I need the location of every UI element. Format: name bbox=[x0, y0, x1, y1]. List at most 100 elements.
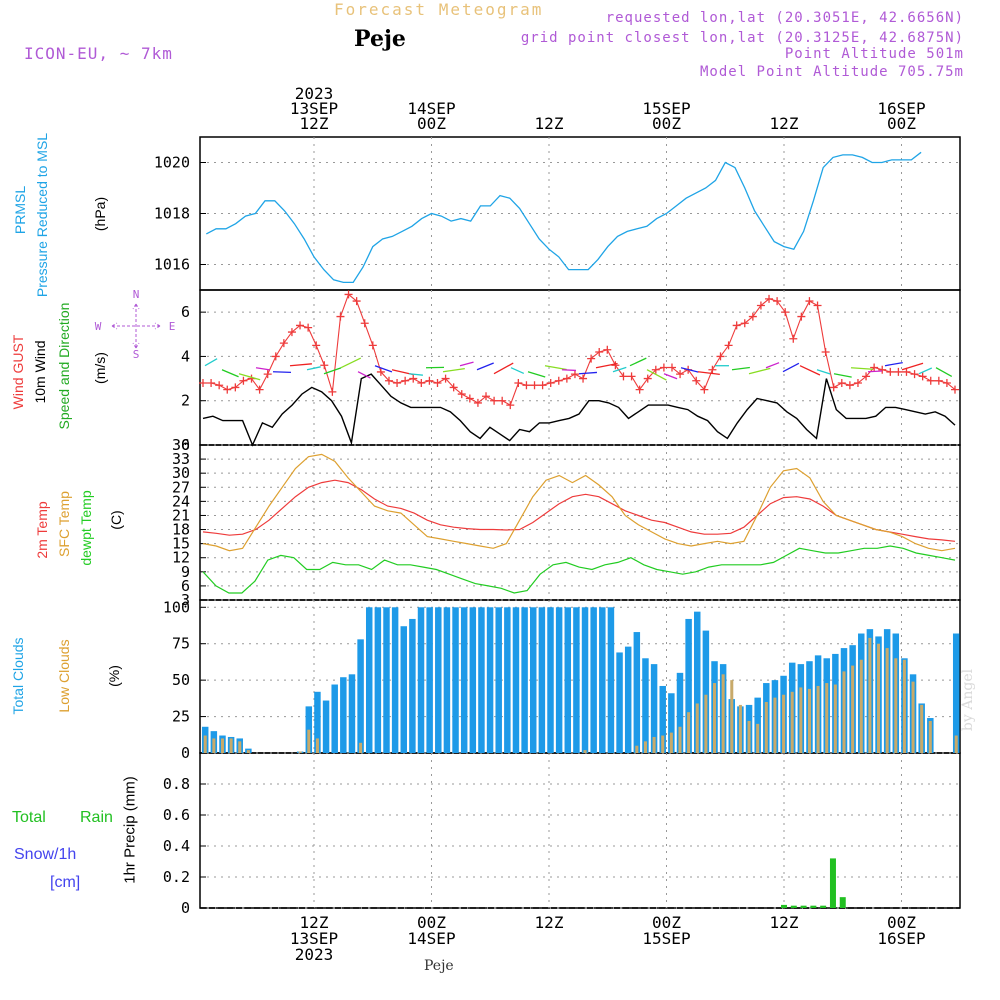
wind-direction-arrow bbox=[561, 369, 577, 372]
gust-marker bbox=[207, 379, 216, 387]
total-cloud-bar bbox=[650, 664, 658, 753]
low-cloud-bar bbox=[359, 742, 363, 753]
total-cloud-bar bbox=[322, 700, 330, 753]
low-cloud-bar bbox=[695, 703, 699, 753]
low-cloud-bar bbox=[203, 735, 207, 753]
low-cloud-bar bbox=[669, 732, 673, 753]
gust-marker bbox=[837, 379, 846, 387]
rain-label: Rain bbox=[80, 809, 113, 826]
model-altitude: Model Point Altitude 705.75m bbox=[699, 64, 964, 80]
gust-marker bbox=[781, 308, 790, 317]
total-cloud-bar bbox=[409, 618, 416, 753]
gust-marker bbox=[829, 383, 838, 392]
total-cloud-bar bbox=[383, 607, 390, 753]
top-time-label: 13SEP bbox=[290, 99, 338, 118]
gust-marker bbox=[716, 352, 725, 361]
rain-bar bbox=[810, 905, 817, 908]
total-cloud-bar bbox=[443, 607, 451, 753]
gust-marker bbox=[894, 367, 903, 376]
ytick-label: 0.8 bbox=[163, 775, 190, 793]
gust-marker bbox=[401, 376, 410, 385]
ytick-label: 0.4 bbox=[163, 837, 190, 855]
gust-marker bbox=[384, 376, 393, 385]
wind-direction-arrow bbox=[374, 365, 393, 373]
total-cloud-bar bbox=[659, 685, 666, 753]
gust-marker bbox=[789, 334, 798, 343]
ytick-label: 6 bbox=[181, 577, 190, 595]
sfc-temp-line bbox=[202, 453, 956, 552]
low-cloud-bar bbox=[877, 643, 881, 753]
gust-marker bbox=[215, 381, 224, 390]
wind-direction-arrow bbox=[255, 367, 270, 371]
low-cloud-bar bbox=[868, 637, 872, 753]
wind-direction-arrow bbox=[850, 367, 873, 370]
gust-marker bbox=[538, 381, 547, 390]
top-time-label: 15SEP bbox=[642, 99, 690, 118]
low-cloud-bar bbox=[833, 684, 837, 753]
gust-marker bbox=[498, 396, 507, 405]
compass-s: S bbox=[133, 348, 140, 361]
gust-marker bbox=[328, 387, 337, 396]
gust-marker bbox=[352, 297, 361, 306]
gust-marker bbox=[562, 374, 571, 383]
total-cloud-bar bbox=[642, 658, 649, 753]
gust-marker bbox=[393, 379, 402, 387]
gust-marker bbox=[934, 376, 943, 385]
bottom-time-label: 12Z bbox=[300, 913, 329, 932]
wind-direction-arrow bbox=[765, 362, 780, 369]
gust-marker bbox=[304, 323, 313, 332]
low-cloud-bar bbox=[738, 704, 742, 753]
low-cloud-bar bbox=[859, 659, 863, 753]
ytick-label: 15 bbox=[172, 535, 190, 553]
total-cloud-bar bbox=[521, 607, 528, 753]
compass-w: W bbox=[95, 320, 102, 333]
gust-marker bbox=[797, 312, 806, 321]
wind-direction-arrow bbox=[884, 361, 903, 367]
snow-label: Snow/1h bbox=[14, 846, 77, 863]
wind-direction-arrow bbox=[918, 367, 933, 375]
gust-marker bbox=[748, 312, 757, 321]
wind-direction-arrow bbox=[680, 367, 699, 373]
low-cloud-bar bbox=[661, 735, 665, 753]
total-cloud-bar bbox=[391, 607, 399, 753]
top-time-label: 12Z bbox=[535, 114, 564, 133]
ytick-label: 0.2 bbox=[163, 868, 190, 886]
gust-marker bbox=[708, 365, 717, 374]
low-cloud-bar bbox=[911, 681, 915, 753]
compass-e: E bbox=[169, 320, 176, 333]
total-cloud-bar bbox=[538, 607, 546, 753]
ytick-label: 30 bbox=[172, 464, 190, 482]
gust-marker bbox=[635, 385, 644, 394]
gust-marker bbox=[676, 370, 685, 379]
rain-bar bbox=[790, 905, 797, 908]
total-cloud-bar bbox=[512, 607, 520, 753]
gust-marker bbox=[231, 383, 240, 392]
low-cloud-bar bbox=[730, 680, 734, 753]
gust-marker bbox=[667, 363, 676, 372]
gust-marker bbox=[587, 354, 596, 363]
wind-direction-arrow bbox=[646, 369, 667, 381]
total-cloud-bar bbox=[676, 672, 684, 753]
gust-marker bbox=[926, 376, 935, 385]
wind-direction-arrow bbox=[748, 367, 771, 375]
low-cloud-bar bbox=[678, 726, 682, 753]
wind-direction-arrow bbox=[527, 371, 546, 378]
wind-direction-arrow bbox=[510, 367, 525, 375]
gust-marker bbox=[862, 372, 871, 381]
gust-marker bbox=[951, 385, 959, 394]
gust-marker bbox=[490, 396, 499, 405]
gust-marker bbox=[514, 379, 523, 387]
bottom-time-label: 00Z bbox=[652, 913, 681, 932]
gust-marker bbox=[506, 401, 515, 410]
top-time-label: 00Z bbox=[417, 114, 446, 133]
gust-marker bbox=[813, 301, 822, 310]
gust-marker bbox=[870, 363, 879, 372]
wind-direction-arrow bbox=[901, 362, 924, 371]
wind-direction-arrow bbox=[238, 373, 261, 381]
ytick-label: 0 bbox=[181, 899, 190, 917]
low-cloud-bar bbox=[790, 691, 794, 753]
bottom-time-label: 00Z bbox=[417, 913, 446, 932]
ytick-label: 12 bbox=[172, 549, 190, 567]
low-cloud-bar bbox=[220, 738, 224, 753]
